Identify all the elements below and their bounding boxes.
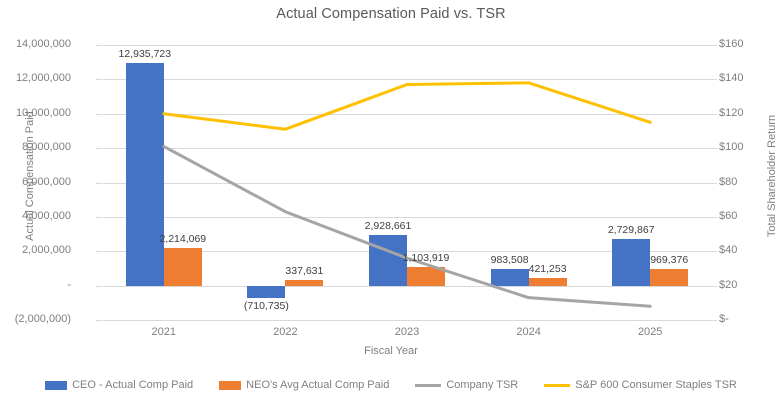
legend-label: S&P 600 Consumer Staples TSR bbox=[575, 379, 737, 391]
legend-label: NEO's Avg Actual Comp Paid bbox=[246, 379, 390, 391]
y-axis-left-tickmark bbox=[96, 251, 102, 253]
y-axis-left-tick-label: (2,000,000) bbox=[14, 313, 71, 325]
y-axis-left-tickmark bbox=[96, 182, 102, 184]
bar-neo-2021[interactable] bbox=[163, 247, 202, 286]
y-axis-left-tickmark bbox=[96, 320, 102, 321]
y-axis-right-tickmark bbox=[711, 45, 717, 46]
legend-item[interactable]: NEO's Avg Actual Comp Paid bbox=[219, 379, 389, 391]
y-axis-left-tick-label: 6,000,000 bbox=[22, 175, 71, 188]
y-axis-left-tick-label: 4,000,000 bbox=[22, 209, 71, 222]
bar-neo-2022[interactable] bbox=[285, 279, 324, 286]
legend-item[interactable]: S&P 600 Consumer Staples TSR bbox=[544, 379, 737, 391]
gridline bbox=[103, 182, 711, 184]
y-axis-right-tick-label: $160 bbox=[719, 38, 744, 50]
y-axis-right-tickmark bbox=[711, 182, 717, 184]
x-axis-tick-label-2024: 2024 bbox=[516, 326, 541, 338]
bar-value-label: 969,376 bbox=[650, 253, 689, 266]
bar-ceo-2023[interactable] bbox=[369, 235, 407, 286]
bar-ceo-2024[interactable] bbox=[490, 268, 529, 286]
legend-line-swatch-icon bbox=[415, 383, 442, 387]
bar-value-label: 2,214,069 bbox=[159, 232, 207, 245]
bar-neo-2025[interactable] bbox=[650, 268, 689, 286]
y-axis-right-tick-label: $20 bbox=[719, 278, 738, 291]
y-axis-right-tickmark bbox=[711, 79, 717, 81]
y-axis-left-tickmark bbox=[96, 285, 102, 287]
bar-value-label: 12,935,723 bbox=[118, 48, 172, 61]
legend-line-swatch-icon bbox=[544, 383, 571, 387]
bar-value-label: 2,928,661 bbox=[364, 220, 412, 233]
line-sp600-tsr[interactable] bbox=[162, 81, 652, 131]
y-axis-right-tick-label: $100 bbox=[719, 141, 744, 154]
y-axis-left-tick-label: 2,000,000 bbox=[22, 244, 71, 257]
legend-label: Company TSR bbox=[446, 379, 519, 391]
chart-title: Actual Compensation Paid vs. TSR bbox=[276, 6, 506, 22]
y-axis-left-tick-label: 8,000,000 bbox=[22, 141, 71, 154]
gridline bbox=[103, 216, 711, 218]
bar-ceo-2021[interactable] bbox=[125, 63, 164, 286]
bar-ceo-2022[interactable] bbox=[247, 285, 286, 298]
y-axis-right-tickmark bbox=[711, 148, 717, 150]
bar-neo-2024[interactable] bbox=[528, 278, 567, 286]
y-axis-right-tickmark bbox=[711, 216, 717, 218]
y-axis-left-tick-label: 10,000,000 bbox=[15, 106, 71, 119]
bar-value-label: 1,103,919 bbox=[402, 251, 450, 264]
y-axis-right-tickmark bbox=[711, 320, 717, 321]
bar-value-label: 983,508 bbox=[490, 253, 529, 266]
y-axis-left-tick-label: 14,000,000 bbox=[15, 38, 71, 50]
bar-value-label: 337,631 bbox=[285, 264, 324, 277]
legend-bar-swatch-icon bbox=[45, 380, 68, 390]
gridline bbox=[103, 113, 711, 115]
bar-neo-2023[interactable] bbox=[407, 266, 445, 286]
y-axis-right-tick-label: $- bbox=[719, 313, 729, 325]
y-axis-right-tickmark bbox=[711, 285, 717, 287]
x-axis-tick-label-2025: 2025 bbox=[637, 326, 663, 338]
bar-value-label: 2,729,867 bbox=[607, 223, 655, 236]
x-axis-title: Fiscal Year bbox=[364, 345, 418, 357]
x-axis-tick-label-2021: 2021 bbox=[151, 326, 177, 338]
y-axis-left-tickmark bbox=[96, 216, 102, 218]
legend-item[interactable]: CEO - Actual Comp Paid bbox=[45, 379, 193, 391]
y-axis-right-tick-label: $60 bbox=[719, 209, 738, 222]
legend-label: CEO - Actual Comp Paid bbox=[72, 379, 194, 391]
y-axis-right-tick-label: $40 bbox=[719, 244, 738, 257]
line-company-tsr[interactable] bbox=[162, 144, 652, 308]
y-axis-left-tickmark bbox=[96, 79, 102, 81]
bar-ceo-2025[interactable] bbox=[612, 238, 651, 286]
gridline bbox=[103, 285, 711, 287]
bar-value-label: 421,253 bbox=[528, 263, 567, 276]
y-axis-left-tickmark bbox=[96, 113, 102, 115]
y-axis-right-tick-label: $140 bbox=[719, 72, 744, 85]
chart-legend: CEO - Actual Comp Paid NEO's Avg Actual C… bbox=[0, 379, 782, 391]
plot-area: 12,935,723 (710,735) 2,928,661 983,508 2,729… bbox=[103, 45, 711, 321]
line-series-layer bbox=[162, 81, 652, 308]
gridline bbox=[103, 79, 711, 81]
gridline bbox=[103, 45, 711, 46]
x-axis-tick-label-2023: 2023 bbox=[394, 326, 420, 338]
y-axis-left-tick-label: 12,000,000 bbox=[15, 72, 71, 85]
legend-bar-swatch-icon bbox=[219, 380, 242, 390]
gridline bbox=[103, 320, 711, 321]
y-axis-left-tickmark bbox=[96, 148, 102, 150]
y-axis-right-tickmark bbox=[711, 113, 717, 115]
bar-value-label: (710,735) bbox=[243, 299, 289, 312]
y-axis-left-tickmark bbox=[96, 45, 102, 46]
y-axis-right-tick-label: $80 bbox=[719, 175, 738, 188]
y-axis-right-tickmark bbox=[711, 251, 717, 253]
y-axis-right-tick-label: $120 bbox=[719, 106, 744, 119]
x-axis-tick-label-2022: 2022 bbox=[273, 326, 298, 338]
gridline bbox=[103, 251, 711, 253]
gridline bbox=[103, 148, 711, 150]
legend-item[interactable]: Company TSR bbox=[415, 379, 518, 391]
y-axis-left-tick-label: - bbox=[67, 278, 71, 291]
